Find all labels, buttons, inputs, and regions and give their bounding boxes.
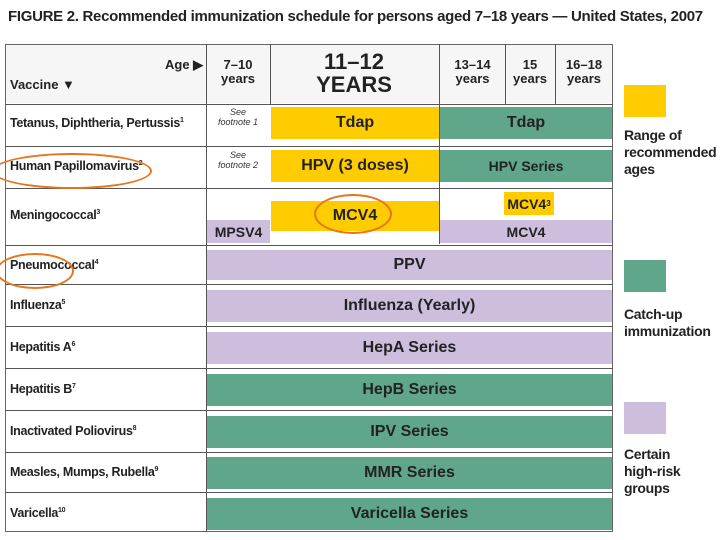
legend-risk-label: Certain high-risk groups — [624, 446, 681, 496]
schedule-table — [5, 44, 613, 532]
col-7-10-line1: 7–10 — [223, 57, 253, 72]
col-15-line2: years — [513, 70, 547, 86]
row-divider — [5, 452, 613, 453]
grid-line — [439, 44, 440, 244]
hepa-bar: HepA Series — [207, 332, 612, 364]
table-header — [6, 45, 612, 103]
legend-risk-swatch — [624, 402, 666, 434]
col-15-header: 15 years — [505, 58, 555, 85]
hepb-bar: HepB Series — [207, 374, 612, 406]
col-13-14-header: 13–14 years — [440, 58, 505, 85]
row-divider — [5, 410, 613, 411]
row-divider — [5, 284, 613, 285]
mmr-bar: MMR Series — [207, 457, 612, 489]
legend-range-label: Range of recommended ages — [624, 127, 717, 177]
ipv-bar: IPV Series — [207, 416, 612, 448]
grid-line — [206, 44, 207, 532]
col-11-12-header: 11–12 YEARS — [270, 50, 438, 96]
age-header: Age ▶ — [165, 57, 204, 72]
varicella-bar: Varicella Series — [207, 498, 612, 530]
col-16-18-header: 16–18 years — [556, 58, 612, 85]
col-16-18-line1: 16–18 — [565, 57, 603, 72]
legend-catchup-label: Catch-up immunization — [624, 306, 711, 339]
row-divider — [5, 188, 613, 189]
grid-line — [270, 44, 271, 104]
col-11-12-line2: YEARS — [316, 72, 392, 98]
col-13-14-line2: years — [455, 70, 490, 86]
col-16-18-line2: years — [567, 70, 601, 86]
footnote-1-note: See footnote 1 — [217, 107, 259, 127]
hpv-label-highlight-ring — [0, 153, 152, 189]
ppv-bar: PPV — [207, 250, 612, 280]
row-label-varicella: Varicella10 — [10, 506, 66, 520]
row-label-poliovirus: Inactivated Poliovirus8 — [10, 424, 137, 438]
row-label-hepatitis-a: Hepatitis A6 — [10, 340, 76, 354]
mcv4-15-bar: MCV4 3 — [504, 192, 554, 215]
pneumococcal-label-highlight-ring — [0, 253, 74, 289]
influenza-bar: Influenza (Yearly) — [207, 290, 612, 322]
col-13-14-line1: 13–14 — [454, 57, 491, 72]
row-label-mmr: Measles, Mumps, Rubella9 — [10, 465, 159, 479]
col-11-12-line1: 11–12 — [324, 49, 384, 74]
row-divider — [5, 245, 613, 246]
col-7-10-line2: years — [221, 70, 255, 86]
mcv4-risk-bar: MCV4 — [440, 220, 612, 243]
legend-catchup-swatch — [624, 260, 666, 292]
hpv-range-bar: HPV (3 doses) — [271, 150, 439, 182]
row-divider — [5, 492, 613, 493]
figure-title: FIGURE 2. Recommended immunization sched… — [8, 8, 703, 25]
grid-line — [555, 44, 556, 104]
legend-range-swatch — [624, 85, 666, 117]
grid-line — [505, 44, 506, 104]
col-15-line1: 15 — [522, 57, 538, 72]
tdap-catchup-bar: Tdap — [440, 107, 612, 139]
row-label-hepatitis-b: Hepatitis B7 — [10, 382, 76, 396]
row-divider — [5, 104, 613, 105]
tdap-range-bar: Tdap — [271, 107, 439, 139]
vaccine-header: Vaccine ▼ — [10, 77, 75, 92]
col-7-10-header: 7–10 years — [207, 58, 269, 85]
row-divider — [5, 146, 613, 147]
row-label-meningococcal: Meningococcal3 — [10, 208, 100, 222]
hpv-series-bar: HPV Series — [440, 150, 612, 182]
mpsv4-bar: MPSV4 — [207, 220, 270, 243]
mcv4-highlight-ring — [314, 194, 392, 234]
row-label-tdap: Tetanus, Diphtheria, Pertussis1 — [10, 116, 184, 130]
row-divider — [5, 368, 613, 369]
row-divider — [5, 326, 613, 327]
row-label-influenza: Influenza5 — [10, 298, 66, 312]
footnote-2-note: See footnote 2 — [217, 150, 259, 170]
